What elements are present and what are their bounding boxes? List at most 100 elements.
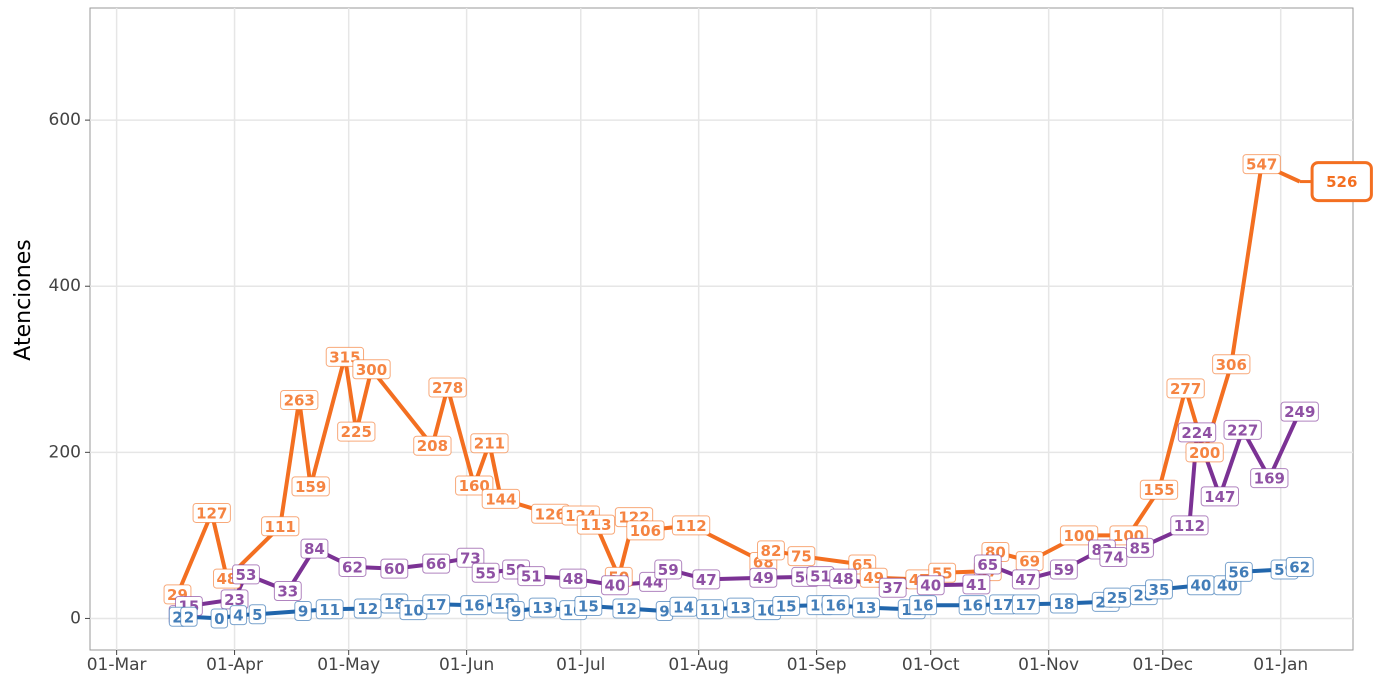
data-label: 547 [1242,154,1281,175]
data-label: 40 [601,575,629,596]
data-label: 16 [460,595,489,616]
label-text: 23 [224,591,245,609]
data-label: 35 [1145,579,1173,600]
data-label: 159 [291,476,330,497]
data-label: 224 [1177,422,1217,443]
label-box [1280,401,1319,422]
label-text: 200 [1189,444,1220,462]
label-box [612,598,641,619]
label-text: 225 [341,423,372,441]
data-label: 40 [916,575,945,596]
label-text: 85 [1130,539,1151,557]
data-label: 56 [1224,561,1253,582]
label-box [878,577,907,598]
label-box [280,390,319,411]
data-label: 62 [1285,556,1314,577]
y-axis-title: Atenciones [11,239,36,360]
label-box [428,377,467,398]
label-text: 2 [172,608,182,626]
data-label: 112 [1170,515,1209,536]
label-text: 33 [277,583,298,601]
label-box [1099,546,1128,567]
data-label: 225 [337,421,376,442]
label-box [337,421,376,442]
label-text: 13 [856,599,877,617]
label-box [300,538,329,559]
label-text: 47 [1015,571,1036,589]
label-box [821,595,850,616]
data-label: 18 [1049,593,1078,614]
label-text: 9 [659,602,669,620]
label-text: 51 [810,568,831,586]
y-tick-label: 200 [49,442,81,462]
label-text: 9 [511,602,521,620]
label-text: 169 [1254,470,1285,488]
label-text: 111 [265,518,296,536]
label-box [229,605,248,626]
data-label: 13 [852,597,880,618]
data-label: 49 [749,567,778,588]
label-box [261,516,300,537]
label-text: 53 [236,566,257,584]
data-label: 47 [1011,569,1040,590]
label-text: 2 [184,608,194,626]
label-text: 84 [304,540,325,558]
label-box [1049,559,1078,580]
data-label: 16 [821,595,850,616]
data-label: 277 [1166,378,1205,399]
label-text: 227 [1227,421,1258,439]
label-box [909,595,938,616]
label-text: 74 [1103,548,1124,566]
data-label: 25 [1103,587,1132,608]
label-box [273,581,302,602]
data-label: 144 [481,488,521,509]
label-box [517,566,546,587]
data-label: 249 [1280,401,1319,422]
x-tick-label: 01-Sep [787,655,847,674]
label-text: 10 [403,602,424,620]
label-text: 208 [417,437,448,455]
data-label: 23 [220,589,249,610]
label-text: 60 [384,560,405,578]
label-box [654,559,683,580]
label-text: 15 [776,597,797,615]
data-label: 9 [507,600,525,621]
data-label: 127 [192,502,231,523]
data-label: 41 [962,574,991,595]
data-label: 14 [669,596,698,617]
label-text: 144 [485,490,516,508]
label-text: 17 [1015,596,1036,614]
label-box [1059,525,1099,546]
data-label: 47 [692,569,721,590]
data-label: 69 [1015,551,1044,572]
y-tick-label: 0 [70,608,81,628]
label-box [1049,593,1078,614]
data-label: 15 [772,595,801,616]
label-box [315,599,344,620]
label-text: 12 [357,600,378,618]
data-label: 17 [422,594,451,615]
data-label: 40 [1186,575,1215,596]
label-text: 62 [342,558,363,576]
label-box [772,595,801,616]
data-label: 82 [757,540,785,561]
data-label: 200 [1185,442,1224,463]
data-label: 48 [559,568,588,589]
label-box [180,606,198,627]
label-text: 35 [1149,581,1170,599]
x-tick-label: 01-Nov [1018,655,1079,674]
label-box [962,574,991,595]
label-text: 40 [605,577,626,595]
label-box [916,575,945,596]
label-text: 47 [696,571,717,589]
label-text: 113 [580,516,611,534]
label-box [456,547,485,568]
data-label: 16 [958,595,987,616]
label-text: 4 [233,607,243,625]
label-box [1185,442,1224,463]
label-text: 9 [298,602,308,620]
label-text: 16 [913,597,934,615]
data-label: 112 [671,515,711,536]
data-label: 2 [180,606,198,627]
label-text: 41 [966,576,987,594]
